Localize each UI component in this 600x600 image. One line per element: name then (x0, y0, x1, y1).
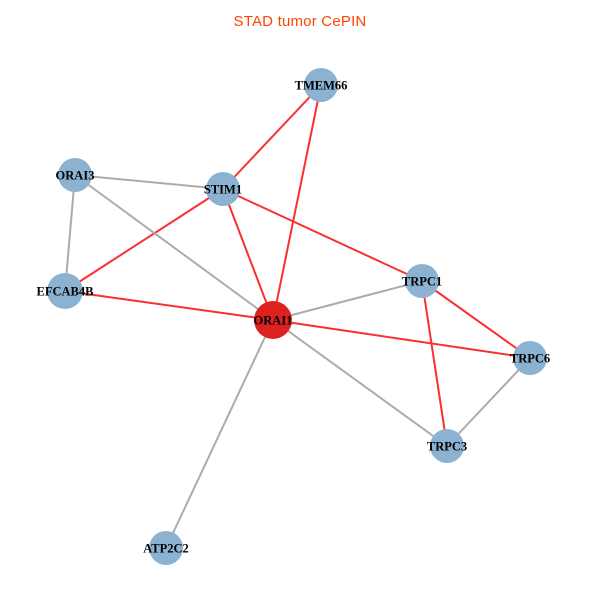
edge-TRPC6-TRPC3 (446, 357, 531, 447)
edge-ORAI3-EFCAB4B (64, 174, 76, 292)
edge-EFCAB4B-ORAI1 (64, 290, 274, 321)
edge-STIM1-EFCAB4B (64, 188, 224, 292)
edge-ORAI3-ORAI1 (74, 174, 274, 321)
edge-STIM1-ORAI1 (222, 188, 274, 321)
edge-STIM1-TRPC1 (222, 188, 423, 282)
edge-TMEM66-STIM1 (222, 84, 322, 190)
node-TMEM66 (304, 68, 338, 102)
node-label-ATP2C2: ATP2C2 (143, 541, 189, 555)
plot-title: STAD tumor CePIN (233, 13, 367, 30)
edge-TRPC1-TRPC3 (421, 280, 448, 447)
node-label-EFCAB4B: EFCAB4B (37, 284, 94, 298)
node-EFCAB4B (47, 273, 83, 309)
node-label-TRPC6: TRPC6 (510, 351, 550, 365)
edge-TRPC1-TRPC6 (421, 280, 531, 359)
node-label-ORAI1: ORAI1 (254, 313, 293, 327)
node-ATP2C2 (149, 531, 183, 565)
edge-TMEM66-ORAI1 (272, 84, 322, 321)
node-label-TMEM66: TMEM66 (295, 78, 348, 92)
edge-ORAI1-TRPC3 (272, 319, 448, 447)
node-ORAI3 (58, 158, 92, 192)
node-ORAI1 (254, 301, 292, 339)
node-label-TRPC3: TRPC3 (427, 439, 467, 453)
edge-ORAI1-ATP2C2 (165, 319, 274, 549)
edge-ORAI1-TRPC1 (272, 280, 423, 321)
node-TRPC6 (513, 341, 547, 375)
node-STIM1 (206, 172, 240, 206)
node-label-ORAI3: ORAI3 (56, 168, 95, 182)
node-label-TRPC1: TRPC1 (402, 274, 442, 288)
node-label-STIM1: STIM1 (204, 182, 242, 196)
node-TRPC1 (405, 264, 439, 298)
edge-ORAI3-STIM1 (74, 174, 224, 190)
edge-ORAI1-TRPC6 (272, 319, 531, 359)
node-TRPC3 (430, 429, 464, 463)
